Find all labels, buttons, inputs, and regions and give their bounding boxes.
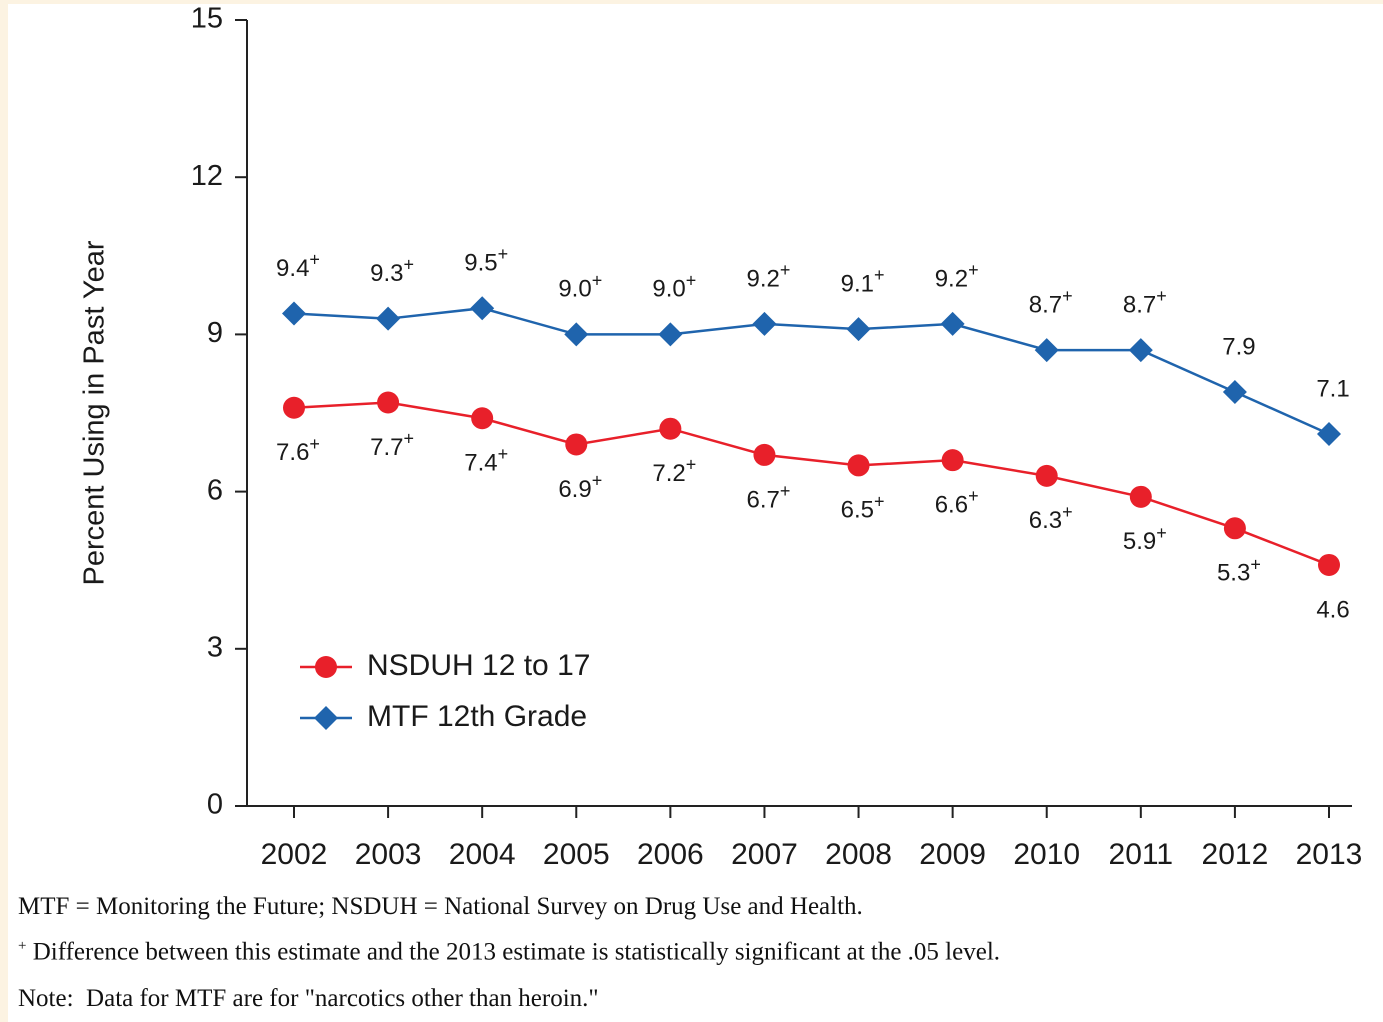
- point: [376, 306, 401, 331]
- point: [847, 454, 870, 477]
- x-tick-label: 2013: [1296, 838, 1363, 871]
- y-axis-label: Percent Using in Past Year: [79, 240, 111, 585]
- footnote: + Difference between this estimate and t…: [18, 938, 1001, 966]
- footnote: MTF = Monitoring the Future; NSDUH = Nat…: [18, 893, 863, 920]
- point: [1035, 464, 1058, 487]
- x-tick-label: 2011: [1109, 838, 1174, 871]
- point: [940, 311, 965, 336]
- x-tick-label: 2010: [1013, 838, 1080, 871]
- x-tick-label: 2009: [919, 838, 986, 871]
- point: [471, 407, 494, 430]
- point: [1222, 380, 1247, 405]
- y-tick-label: 3: [207, 631, 223, 663]
- chart-background: [8, 4, 1383, 1022]
- x-tick-label: 2007: [731, 838, 798, 871]
- x-tick-label: 2006: [637, 838, 704, 871]
- point: [753, 443, 776, 466]
- point: [846, 317, 871, 342]
- point: [941, 449, 964, 472]
- data-label: 4.6: [1316, 596, 1349, 623]
- point: [283, 396, 305, 419]
- point: [752, 311, 777, 336]
- series-line: [293, 401, 1330, 567]
- point: [470, 296, 495, 321]
- y-tick-label: 12: [191, 160, 223, 192]
- x-tick-label: 2012: [1202, 838, 1269, 871]
- legend-label: NSDUH 12 to 17: [367, 649, 590, 682]
- point: [1317, 421, 1341, 446]
- point: [565, 433, 588, 456]
- point: [1128, 338, 1153, 363]
- point: [1034, 338, 1059, 363]
- legend-marker: [315, 656, 337, 678]
- point: [282, 301, 306, 326]
- y-tick-label: 0: [207, 789, 223, 821]
- data-label: 7.1: [1316, 375, 1349, 402]
- y-tick-label: 6: [207, 474, 223, 506]
- data-label: 7.9: [1222, 333, 1255, 360]
- point: [659, 417, 682, 440]
- series-line: [293, 306, 1330, 436]
- data-label: 9.1+: [841, 265, 885, 298]
- point: [564, 322, 589, 347]
- point: [658, 322, 683, 347]
- x-tick-label: 2002: [261, 838, 328, 871]
- x-tick-label: 2008: [825, 838, 892, 871]
- legend-label: MTF 12th Grade: [367, 700, 587, 733]
- x-tick-label: 2003: [355, 838, 422, 871]
- point: [377, 391, 400, 414]
- point: [1318, 553, 1340, 576]
- x-tick-label: 2004: [449, 838, 516, 871]
- y-tick-label: 15: [191, 3, 223, 35]
- y-tick-label: 9: [207, 317, 223, 349]
- x-tick-label: 2005: [543, 838, 610, 871]
- footnote: Note: Data for MTF are for "narcotics ot…: [18, 985, 599, 1012]
- legend-marker: [314, 706, 338, 730]
- point: [1223, 517, 1246, 540]
- point: [1129, 485, 1152, 508]
